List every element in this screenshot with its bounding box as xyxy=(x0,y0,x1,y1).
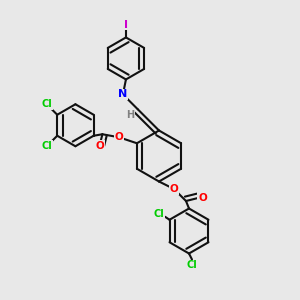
Text: O: O xyxy=(198,193,207,203)
Text: Cl: Cl xyxy=(187,260,197,271)
Text: O: O xyxy=(95,141,104,151)
Text: Cl: Cl xyxy=(154,209,164,219)
Text: O: O xyxy=(169,184,178,194)
Text: O: O xyxy=(115,132,123,142)
Text: N: N xyxy=(118,89,128,99)
Text: Cl: Cl xyxy=(41,99,52,109)
Text: H: H xyxy=(126,110,134,120)
Text: Cl: Cl xyxy=(41,141,52,151)
Text: I: I xyxy=(124,20,128,29)
